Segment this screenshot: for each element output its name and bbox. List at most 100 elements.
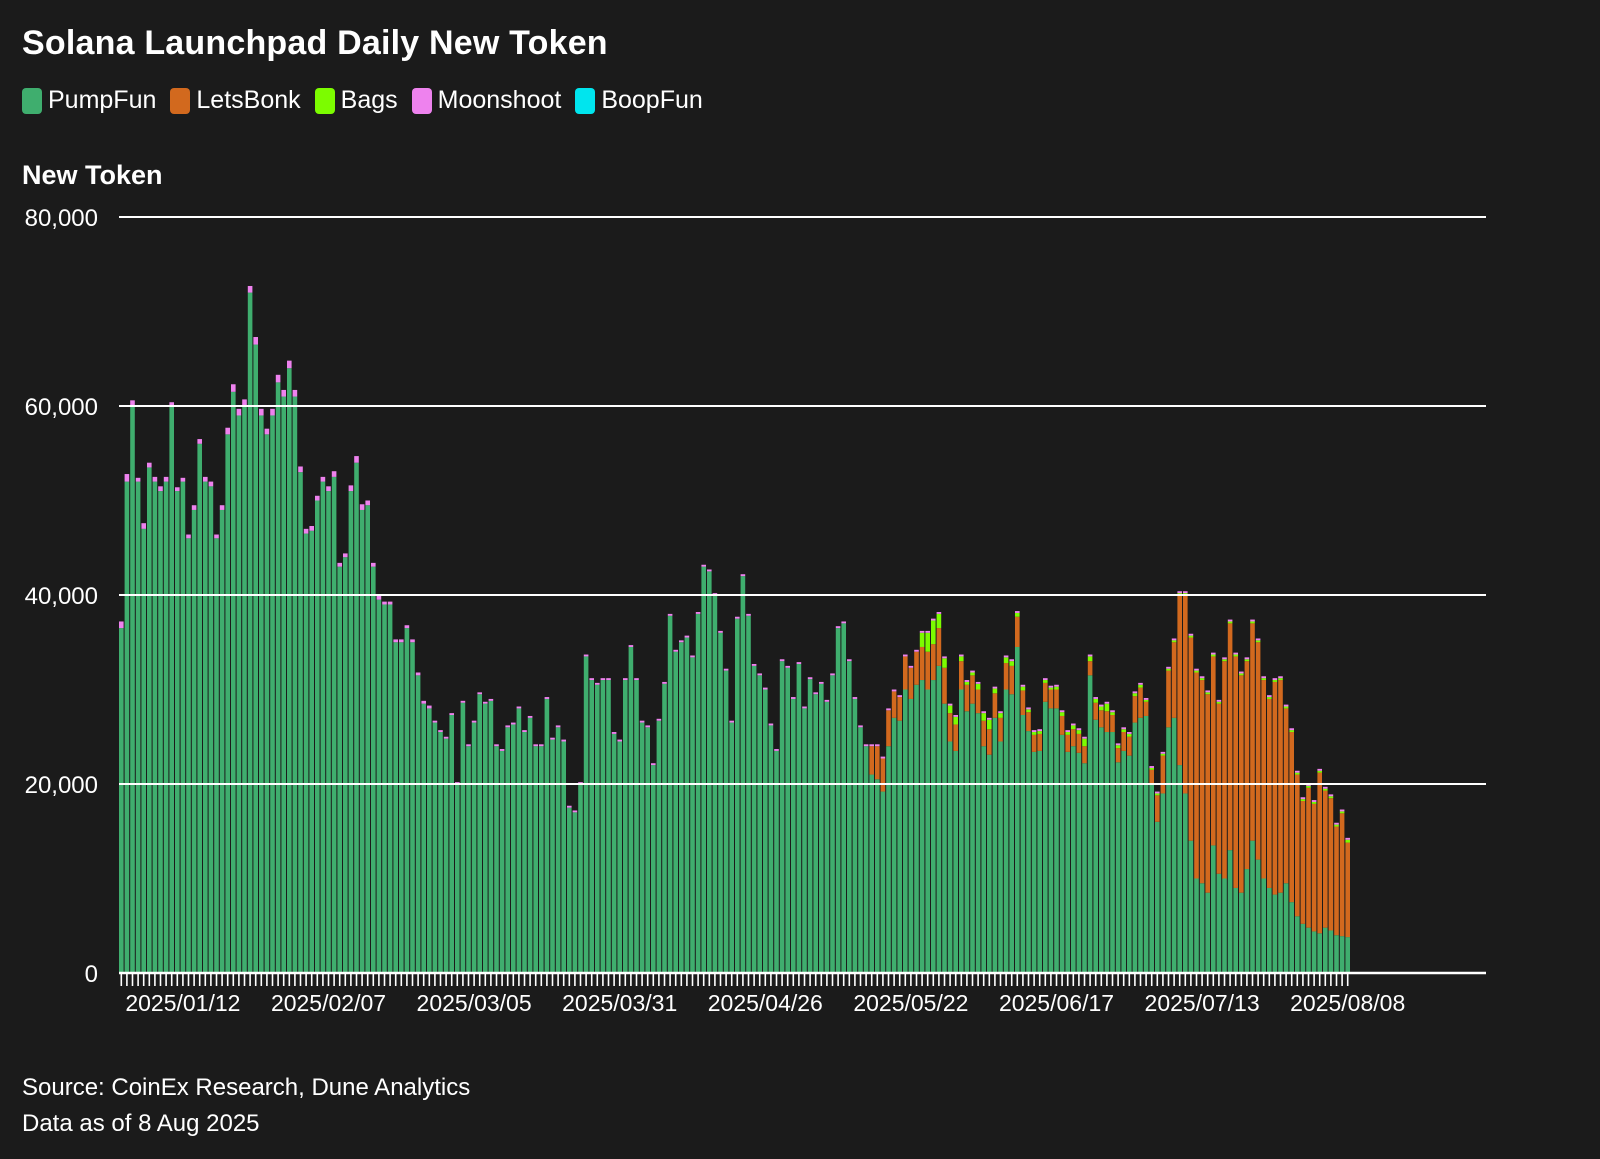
- bar-letsbonk-160: [1015, 616, 1020, 647]
- bar-bags-144: [925, 632, 930, 652]
- bar-letsbonk-171: [1076, 733, 1082, 753]
- bar-pumpfun-141: [908, 698, 914, 973]
- bar-pumpfun-50: [399, 642, 404, 973]
- bar-bags-185: [1155, 793, 1160, 796]
- bar-pumpfun-204: [1261, 878, 1266, 973]
- bar-pumpfun-182: [1138, 717, 1143, 973]
- bar-moonshoot-109: [729, 720, 734, 723]
- bar-pumpfun-35: [315, 500, 320, 973]
- bar-pumpfun-70: [511, 724, 516, 973]
- bar-moonshoot-191: [1188, 633, 1194, 636]
- bar-moonshoot-94: [645, 725, 650, 728]
- bar-moonshoot-49: [393, 639, 398, 643]
- bar-pumpfun-149: [953, 750, 958, 973]
- bar-moonshoot-18: [219, 505, 225, 510]
- bar-letsbonk-168: [1059, 715, 1065, 735]
- bar-pumpfun-98: [667, 615, 673, 973]
- bar-letsbonk-165: [1043, 682, 1048, 702]
- bar-moonshoot-65: [483, 701, 488, 704]
- legend-item-bags[interactable]: Bags: [314, 86, 398, 115]
- bar-pumpfun-159: [1009, 694, 1014, 973]
- bar-pumpfun-193: [1199, 883, 1205, 973]
- bar-moonshoot-95: [651, 763, 656, 766]
- bar-pumpfun-40: [343, 557, 348, 973]
- bar-moonshoot-104: [701, 564, 706, 567]
- bar-letsbonk-214: [1317, 772, 1322, 934]
- bar-pumpfun-165: [1043, 701, 1048, 973]
- bar-moonshoot-170: [1071, 723, 1076, 726]
- bar-pumpfun-67: [494, 746, 499, 973]
- bar-pumpfun-191: [1188, 840, 1194, 973]
- bar-moonshoot-202: [1250, 619, 1255, 622]
- bar-bags-198: [1227, 621, 1233, 624]
- bar-pumpfun-160: [1015, 646, 1020, 973]
- bar-letsbonk-209: [1289, 732, 1294, 903]
- bar-moonshoot-5: [147, 462, 152, 468]
- bar-pumpfun-216: [1328, 930, 1334, 973]
- legend-label-pumpfun: PumpFun: [48, 86, 157, 114]
- bar-moonshoot-115: [763, 687, 768, 690]
- bar-moonshoot-35: [315, 495, 320, 501]
- bar-bags-171: [1076, 730, 1082, 734]
- bar-moonshoot-145: [931, 618, 936, 621]
- x-tick-label-3: 2025/03/31: [562, 990, 677, 1016]
- legend-item-letsbonk[interactable]: LetsBonk: [170, 86, 301, 115]
- bar-pumpfun-69: [505, 727, 510, 973]
- bar-pumpfun-8: [163, 481, 169, 973]
- bar-moonshoot-173: [1087, 654, 1093, 657]
- bar-moonshoot-11: [180, 477, 186, 482]
- bar-letsbonk-216: [1328, 798, 1334, 931]
- bar-moonshoot-174: [1093, 697, 1098, 699]
- y-axis-label: New Token: [22, 160, 163, 190]
- bar-letsbonk-204: [1261, 680, 1266, 879]
- bar-letsbonk-189: [1177, 595, 1182, 766]
- bar-moonshoot-22: [242, 399, 247, 406]
- bar-pumpfun-156: [992, 717, 998, 973]
- bar-letsbonk-182: [1138, 687, 1143, 718]
- bar-letsbonk-191: [1188, 637, 1194, 841]
- bar-bags-176: [1104, 703, 1110, 712]
- bar-moonshoot-80: [567, 805, 572, 808]
- bar-pumpfun-152: [970, 703, 975, 973]
- legend-item-moonshoot[interactable]: Moonshoot: [411, 86, 561, 115]
- bar-moonshoot-129: [841, 621, 846, 624]
- bar-bags-177: [1110, 712, 1115, 716]
- bar-pumpfun-12: [186, 538, 191, 973]
- bar-bags-219: [1345, 839, 1350, 843]
- bar-pumpfun-215: [1323, 927, 1328, 973]
- bar-pumpfun-194: [1205, 892, 1210, 973]
- bar-moonshoot-79: [561, 739, 566, 742]
- bar-moonshoot-20: [231, 384, 236, 392]
- bar-pumpfun-107: [718, 632, 723, 973]
- bar-moonshoot-0: [119, 621, 124, 629]
- bar-moonshoot-150: [959, 654, 964, 657]
- bar-moonshoot-211: [1300, 797, 1306, 800]
- bar-moonshoot-175: [1099, 704, 1104, 707]
- bar-letsbonk-157: [998, 717, 1003, 742]
- x-tick-label-4: 2025/04/26: [708, 990, 823, 1016]
- bar-letsbonk-179: [1121, 732, 1126, 751]
- bar-moonshoot-6: [152, 476, 158, 482]
- bar-pumpfun-192: [1194, 878, 1199, 973]
- bar-moonshoot-124: [813, 692, 818, 695]
- bar-moonshoot-135: [875, 744, 880, 747]
- bar-pumpfun-45: [371, 566, 376, 973]
- bar-moonshoot-7: [158, 486, 163, 492]
- bar-letsbonk-164: [1037, 733, 1042, 751]
- legend-item-pumpfun[interactable]: PumpFun: [22, 86, 156, 115]
- bar-moonshoot-25: [259, 408, 264, 416]
- bar-moonshoot-181: [1132, 691, 1138, 694]
- bar-moonshoot-52: [410, 639, 415, 643]
- bar-letsbonk-134: [869, 746, 874, 775]
- bar-letsbonk-159: [1009, 665, 1014, 695]
- bar-moonshoot-206: [1272, 678, 1278, 681]
- bar-letsbonk-219: [1345, 842, 1350, 938]
- bar-pumpfun-209: [1289, 902, 1294, 974]
- bar-pumpfun-73: [527, 717, 533, 973]
- bar-pumpfun-84: [589, 680, 594, 973]
- bar-moonshoot-122: [802, 706, 807, 709]
- bar-bags-162: [1026, 709, 1031, 713]
- bar-moonshoot-1: [124, 474, 130, 482]
- legend-item-boopfun[interactable]: BoopFun: [575, 86, 703, 115]
- bar-pumpfun-64: [477, 694, 482, 973]
